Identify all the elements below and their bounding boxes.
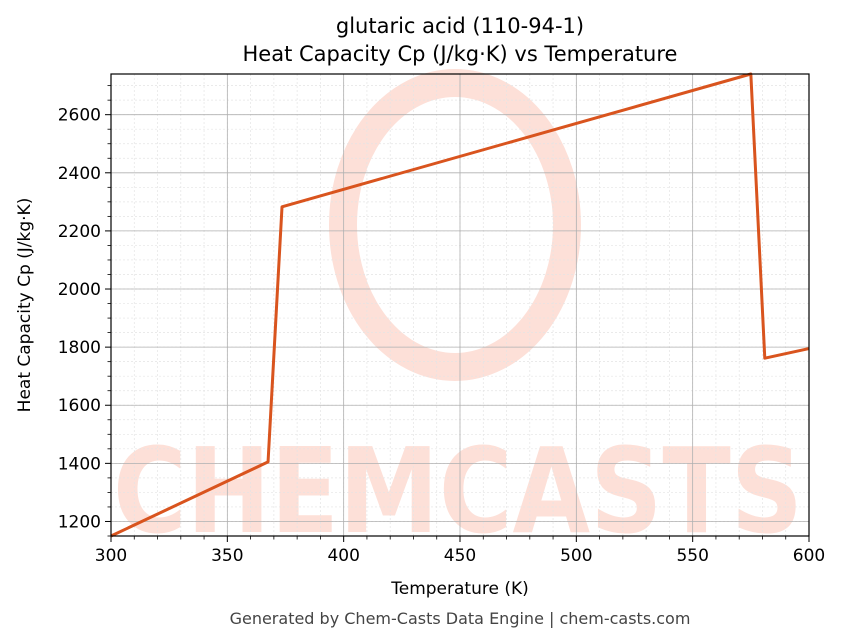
footer-credit: Generated by Chem-Casts Data Engine | ch… <box>230 609 691 628</box>
y-tick-label: 1800 <box>58 338 101 358</box>
x-tick-label: 450 <box>444 546 476 566</box>
chart-subtitle: Heat Capacity Cp (J/kg·K) vs Temperature <box>243 42 678 66</box>
x-axis-label: Temperature (K) <box>390 579 529 599</box>
grid <box>110 74 810 537</box>
series-line <box>110 72 810 538</box>
x-tick-label: 400 <box>327 546 359 566</box>
y-tick-label: 2400 <box>58 164 101 184</box>
x-tick-label: 550 <box>676 546 708 566</box>
plot-frame <box>110 73 810 537</box>
y-tick-label: 2000 <box>58 280 101 300</box>
watermark: CHEMCASTS <box>113 69 803 560</box>
y-tick-label: 1200 <box>58 512 101 532</box>
y-tick-label: 2600 <box>58 106 101 126</box>
watermark-text: CHEMCASTS <box>113 422 803 560</box>
chart-title: glutaric acid (110-94-1) <box>336 14 584 38</box>
watermark-logo-icon <box>329 69 581 381</box>
y-tick-label: 2200 <box>58 222 101 242</box>
x-tick-label: 300 <box>95 546 127 566</box>
y-tick-label: 1400 <box>58 454 101 474</box>
x-tick-label: 350 <box>211 546 243 566</box>
y-axis-label: Heat Capacity Cp (J/kg·K) <box>15 198 35 413</box>
axis-ticks: 300 350 400 450 500 550 600 1200 1400 1600 1800 200… <box>58 85 825 566</box>
series-layer <box>110 72 810 538</box>
y-tick-label: 1600 <box>58 396 101 416</box>
x-tick-label: 500 <box>560 546 592 566</box>
x-tick-label: 600 <box>793 546 825 566</box>
